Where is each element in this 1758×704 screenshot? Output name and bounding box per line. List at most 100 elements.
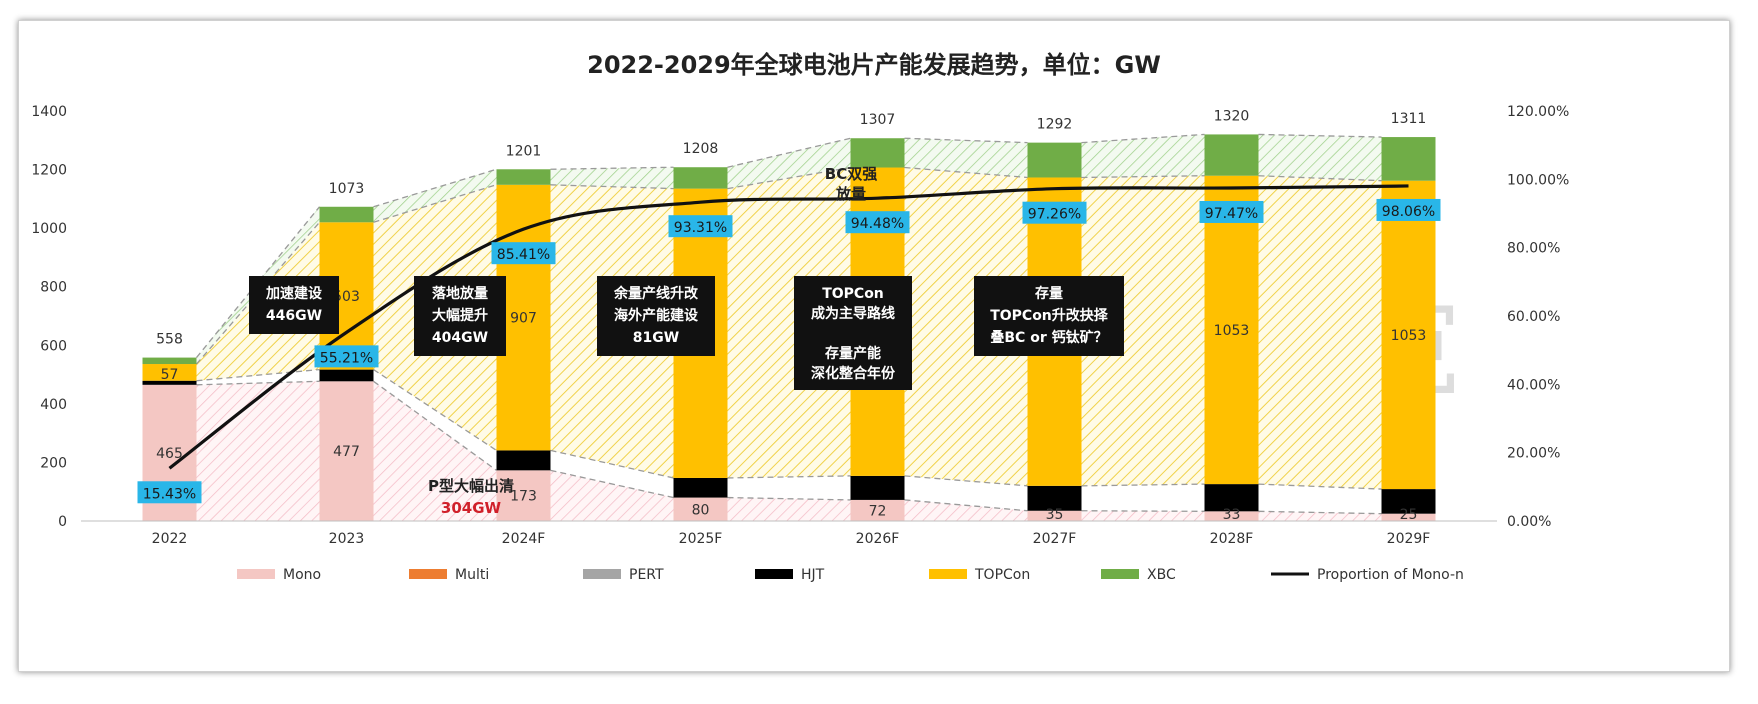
bar-topcon-2028f [1204, 175, 1259, 485]
annotation-text: 存量产能 [825, 345, 881, 362]
legend-label: HJT [801, 567, 825, 583]
topcon-value-label: 1053 [1214, 323, 1250, 339]
annotation-box [974, 276, 1124, 356]
y-left-tick-label: 1200 [31, 163, 67, 179]
pct-label: 97.47% [1205, 206, 1258, 222]
bar-xbc-2023 [319, 206, 374, 223]
bar-mono-2025f [673, 497, 728, 521]
band-boundary [1258, 510, 1382, 515]
band-boundary [1081, 175, 1205, 179]
band-boundary [550, 166, 674, 170]
y-right-tick-label: 120.00% [1507, 104, 1569, 120]
mono-value-label: 477 [333, 444, 360, 460]
bc-annotation-text: 放量 [835, 185, 866, 203]
annotation-text: 深化整合年份 [811, 365, 896, 382]
x-tick-label: 2024F [502, 531, 546, 547]
legend-label: Proportion of Mono-n [1317, 567, 1464, 583]
pct-label-box [137, 481, 202, 504]
band-topcon [904, 167, 1028, 486]
band-boundary [550, 469, 674, 499]
band-boundary [904, 137, 1028, 144]
bar-hjt-2026f [850, 475, 905, 500]
band-boundary [1081, 483, 1205, 487]
bar-xbc-2025f [673, 167, 728, 189]
band-boundary [1258, 483, 1382, 490]
bar-topcon-2022 [142, 364, 197, 381]
band-boundary [195, 206, 321, 358]
band-boundary [904, 499, 1028, 512]
mono-value-label: 33 [1223, 507, 1241, 523]
legend-swatch-multi [409, 569, 447, 579]
chart-frame: 2022-2029年全球电池片产能发展趋势，单位：GW TRENDFORCE 0… [18, 20, 1730, 672]
pct-label: 55.21% [320, 350, 373, 366]
band-boundary [1258, 175, 1382, 182]
annotation-text: 446GW [266, 308, 322, 324]
y-left-tick-label: 1000 [31, 221, 67, 237]
p-type-annotation: P型大幅出清 [428, 477, 514, 495]
total-label: 1311 [1391, 111, 1427, 127]
annotation-text: 叠BC or 钙钛矿？ [990, 329, 1107, 346]
mono-value-label: 173 [510, 489, 537, 505]
annotation-text: 余量产线升改 [613, 285, 699, 302]
legend-swatch-hjt [755, 569, 793, 579]
band-boundary [904, 166, 1028, 179]
bar-hjt-2022 [142, 380, 197, 385]
band-boundary [373, 184, 497, 223]
annotation-text: 81GW [633, 330, 679, 346]
chart-svg: 2022-2029年全球电池片产能发展趋势，单位：GW TRENDFORCE 0… [31, 51, 1569, 583]
band-topcon [1258, 175, 1382, 490]
annotation-text: 存量 [1035, 285, 1063, 302]
proportion-line [168, 184, 1409, 470]
topcon-value-label: 503 [333, 289, 360, 305]
band-mono [550, 470, 674, 521]
band-topcon [1081, 175, 1205, 486]
annotation-box [794, 276, 912, 390]
bar-mono-2024f [496, 470, 551, 521]
pct-label: 94.48% [851, 216, 904, 232]
bar-xbc-2029f [1381, 137, 1436, 181]
band-mono [1258, 511, 1382, 521]
total-label: 1320 [1214, 108, 1250, 124]
band-mono [904, 499, 1028, 521]
y-right-tick-label: 0.00% [1507, 514, 1551, 530]
bar-xbc-2022 [142, 357, 197, 365]
annotation-text: TOPCon [822, 286, 884, 302]
x-tick-label: 2029F [1387, 531, 1431, 547]
annotation-text: 海外产能建设 [614, 307, 699, 324]
p-type-annotation-value: 304GW [441, 499, 502, 517]
x-tick-label: 2023 [329, 531, 365, 547]
total-label: 1208 [683, 141, 719, 157]
y-left-tick-label: 0 [58, 514, 67, 530]
total-label: 558 [156, 332, 183, 348]
annotation-text: 加速建设 [265, 285, 323, 302]
total-label: 1292 [1037, 117, 1073, 133]
annotation-text: 404GW [432, 330, 488, 346]
connector-bands [195, 133, 1382, 521]
annotation-text: 成为主导路线 [811, 305, 895, 322]
legend-swatch-mono [237, 569, 275, 579]
legend-swatch-xbc [1101, 569, 1139, 579]
pct-label-box [845, 211, 910, 234]
topcon-value-label: 1053 [1391, 328, 1427, 344]
pct-label-box [668, 215, 733, 238]
legend-label: Multi [455, 567, 489, 583]
band-mono [373, 381, 497, 521]
mono-value-label: 35 [1046, 507, 1064, 523]
band-boundary [727, 496, 851, 501]
y-left-tick-label: 400 [40, 397, 67, 413]
band-xbc [1258, 134, 1382, 181]
pct-label-box [1376, 198, 1441, 221]
x-tick-label: 2025F [679, 531, 723, 547]
bar-hjt-2028f [1204, 484, 1259, 512]
bar-hjt-2029f [1381, 489, 1436, 514]
pct-label: 93.31% [674, 220, 727, 236]
band-boundary [196, 380, 320, 386]
bar-xbc-2026f [850, 138, 905, 168]
bar-hjt-2023 [319, 369, 374, 382]
bar-hjt-2024f [496, 450, 551, 471]
pct-label: 98.06% [1382, 204, 1435, 220]
band-xbc [1081, 134, 1205, 178]
annotation-text: TOPCon升改抉择 [990, 307, 1109, 324]
x-tick-label: 2022 [152, 531, 188, 547]
bar-topcon-2029f [1381, 180, 1436, 490]
